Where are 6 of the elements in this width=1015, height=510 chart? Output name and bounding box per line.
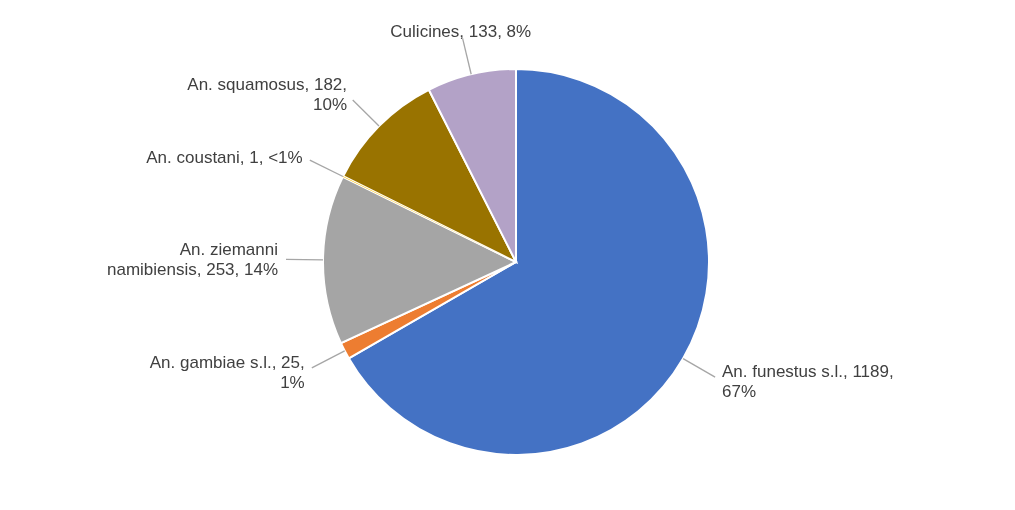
slice-label: An. coustani, 1, <1% — [146, 147, 303, 167]
slice-label: An. ziemanni namibiensis, 253, 14% — [106, 240, 279, 280]
slice-label: An. squamosus, 182, 10% — [187, 75, 348, 115]
slice-label: An. funestus s.l., 1189, 67% — [722, 362, 894, 402]
slice-label: Culicines, 133, 8% — [390, 21, 532, 41]
slice-label: An. gambiae s.l., 25, 1% — [149, 352, 305, 392]
